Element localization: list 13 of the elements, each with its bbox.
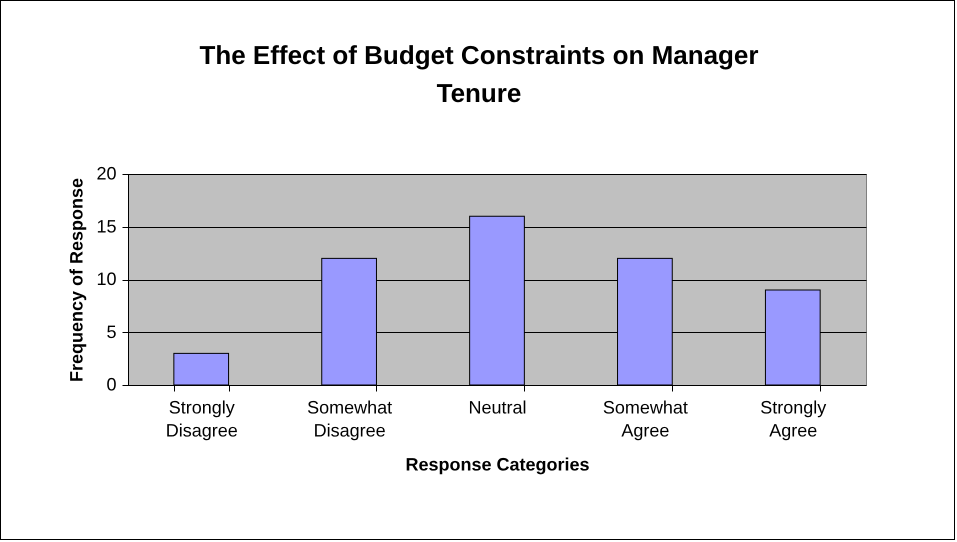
y-tick-label: 5 [106,322,116,342]
x-tick-label: Neutral [468,398,527,418]
y-tick-label: 20 [96,164,116,184]
x-axis-title: Response Categories [405,454,590,474]
x-tick-label: Strongly Disagree [166,398,238,440]
chart-title: The Effect of Budget Constraints on Manager Tenure [199,40,759,108]
y-axis-title: Frequency of Response [66,178,86,382]
y-tick-label: 10 [96,269,116,289]
x-tick-label: Strongly Agree [760,398,826,440]
y-tick-label: 0 [106,374,116,394]
y-tick-label: 15 [96,216,116,236]
x-tick-label: Somewhat Disagree [307,398,392,440]
x-tick-label: Somewhat Agree [602,398,688,440]
